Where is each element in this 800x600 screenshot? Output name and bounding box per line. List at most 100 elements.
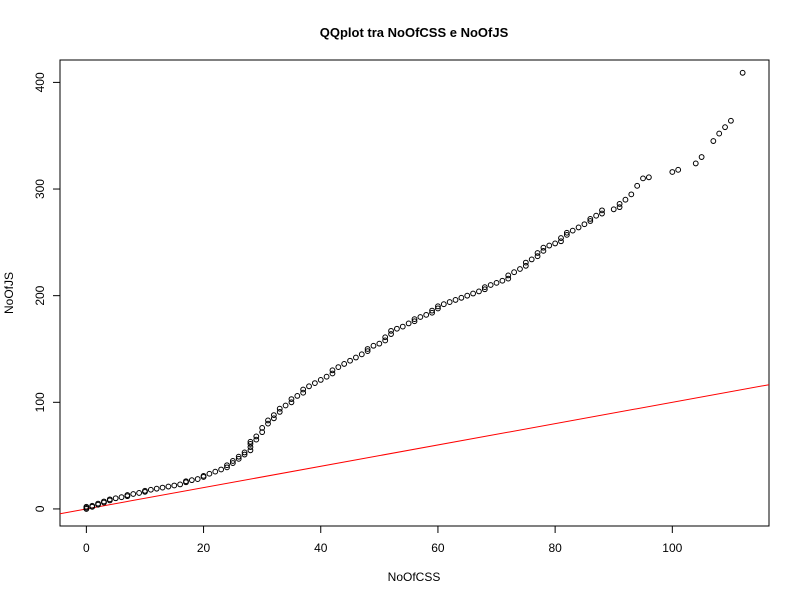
data-point bbox=[581, 221, 588, 228]
data-point bbox=[640, 175, 646, 182]
data-point bbox=[692, 160, 699, 167]
data-point bbox=[259, 429, 266, 436]
data-point bbox=[229, 460, 236, 466]
data-point bbox=[358, 351, 365, 358]
data-point bbox=[563, 231, 570, 238]
data-point bbox=[634, 182, 641, 189]
data-points bbox=[83, 69, 746, 512]
data-point bbox=[183, 478, 189, 485]
data-point bbox=[382, 337, 389, 344]
data-point bbox=[528, 256, 535, 263]
data-point bbox=[540, 244, 547, 251]
data-point bbox=[716, 130, 723, 137]
data-point bbox=[522, 259, 529, 266]
data-point bbox=[259, 424, 266, 431]
data-point bbox=[241, 449, 248, 456]
data-point bbox=[517, 266, 523, 272]
data-point bbox=[446, 299, 453, 305]
plot-frame bbox=[59, 59, 770, 527]
data-point bbox=[399, 323, 406, 330]
x-tick-label: 60 bbox=[431, 541, 445, 555]
data-point bbox=[645, 174, 652, 181]
data-point bbox=[300, 386, 307, 393]
data-point bbox=[669, 169, 676, 175]
data-point bbox=[593, 212, 600, 219]
x-tick-label: 40 bbox=[314, 541, 328, 555]
data-point bbox=[218, 466, 225, 473]
data-point bbox=[200, 472, 207, 479]
data-point bbox=[452, 297, 459, 303]
y-tick-label: 400 bbox=[33, 72, 47, 92]
data-point bbox=[552, 240, 559, 247]
x-tick-label: 20 bbox=[197, 541, 211, 555]
data-point bbox=[739, 69, 746, 76]
data-point bbox=[224, 462, 230, 469]
data-point bbox=[194, 476, 201, 482]
data-point bbox=[235, 455, 242, 462]
data-point bbox=[698, 154, 705, 160]
data-point bbox=[300, 389, 307, 396]
data-point bbox=[206, 470, 213, 477]
data-point bbox=[212, 468, 219, 475]
data-point bbox=[534, 250, 541, 256]
data-point bbox=[587, 218, 594, 224]
data-point bbox=[106, 496, 113, 503]
data-point bbox=[224, 464, 230, 471]
data-point bbox=[728, 117, 734, 124]
data-point bbox=[622, 196, 629, 203]
data-point bbox=[317, 377, 324, 383]
data-point bbox=[83, 503, 90, 510]
data-point bbox=[153, 485, 160, 492]
y-axis-label: NoOfJS bbox=[2, 272, 16, 314]
data-point bbox=[435, 305, 441, 312]
data-point bbox=[481, 286, 488, 293]
data-point bbox=[347, 357, 353, 364]
data-point bbox=[394, 325, 400, 332]
data-point bbox=[247, 440, 254, 447]
data-point bbox=[423, 311, 430, 318]
data-point bbox=[481, 284, 488, 291]
x-axis: 0 20 40 60 80 100 bbox=[83, 526, 683, 555]
data-point bbox=[288, 396, 295, 403]
data-point bbox=[364, 348, 371, 355]
data-point bbox=[599, 210, 605, 217]
data-point bbox=[411, 318, 418, 325]
data-point bbox=[265, 420, 271, 427]
data-point bbox=[95, 500, 101, 507]
x-tick-label: 0 bbox=[83, 541, 90, 555]
data-point bbox=[265, 417, 271, 424]
data-point bbox=[323, 373, 330, 380]
data-point bbox=[675, 166, 682, 173]
data-point bbox=[147, 486, 154, 493]
data-point bbox=[165, 483, 172, 490]
data-point bbox=[142, 487, 148, 494]
data-point bbox=[499, 277, 506, 284]
data-point bbox=[458, 294, 465, 301]
data-point bbox=[722, 124, 728, 131]
data-point bbox=[130, 491, 137, 497]
data-point bbox=[710, 138, 717, 144]
data-point bbox=[118, 494, 125, 501]
x-tick-label: 100 bbox=[662, 541, 682, 555]
data-point bbox=[569, 227, 576, 234]
x-tick-label: 80 bbox=[548, 541, 562, 555]
data-point bbox=[353, 354, 359, 361]
data-point bbox=[112, 495, 119, 502]
y-tick-label: 0 bbox=[33, 505, 47, 512]
data-point bbox=[429, 307, 435, 314]
data-point bbox=[188, 477, 195, 484]
data-point bbox=[311, 380, 318, 387]
data-point bbox=[159, 484, 166, 491]
data-point bbox=[89, 502, 96, 509]
data-point bbox=[505, 275, 512, 282]
data-point bbox=[534, 253, 541, 260]
data-point bbox=[405, 320, 412, 327]
x-axis-label: NoOfCSS bbox=[388, 570, 441, 584]
data-point bbox=[522, 262, 529, 269]
data-point bbox=[253, 436, 260, 443]
data-point bbox=[558, 238, 564, 245]
data-point bbox=[276, 405, 283, 412]
data-point bbox=[235, 453, 242, 460]
data-point bbox=[270, 412, 277, 418]
